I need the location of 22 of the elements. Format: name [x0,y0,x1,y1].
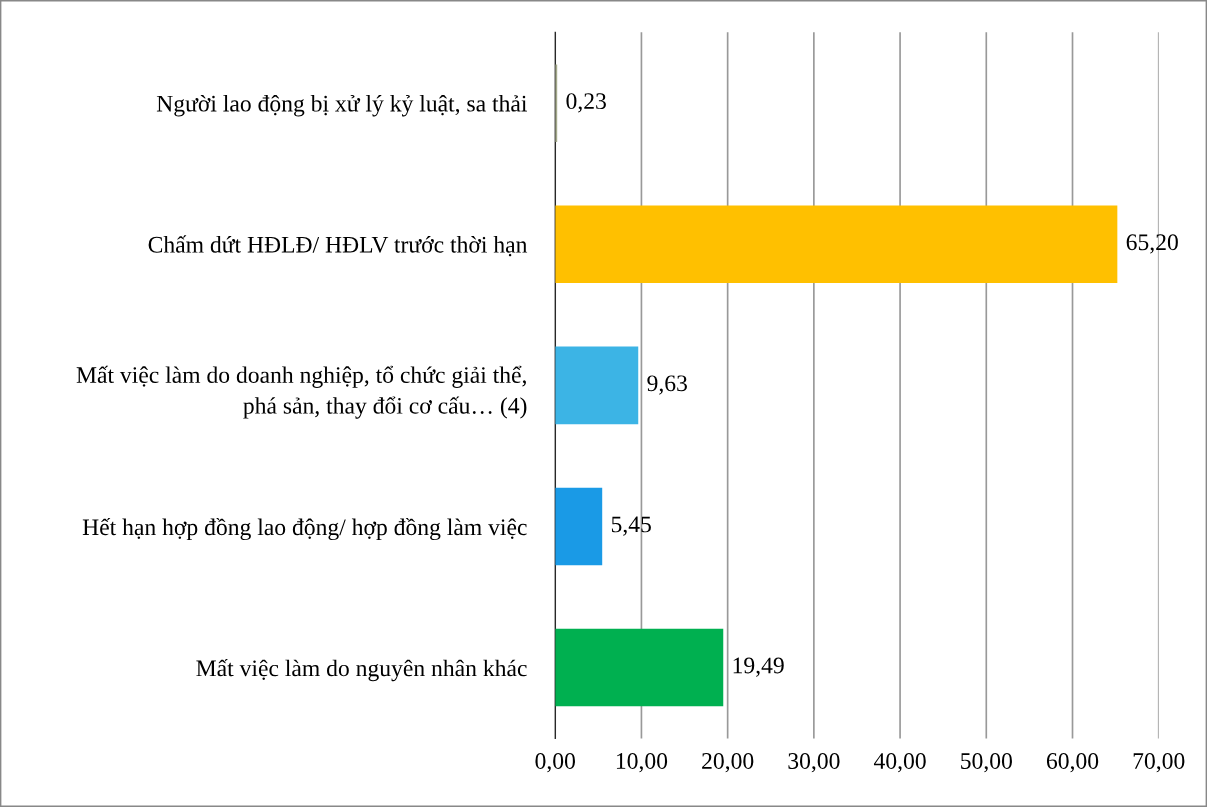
x-tick-label: 60,00 [1046,752,1099,773]
bar [555,346,639,425]
data-label: 65,20 [1126,234,1178,254]
x-tick-label: 30,00 [788,752,840,773]
y-tick-label: Mất việc làm do doanh nghiệp, tổ chức giải thể, phá sản, thay đổi cơ cấu… (4) [76,365,527,419]
x-tick-label: 70,00 [1133,752,1185,773]
y-tick-label: Mất việc làm do nguyên nhân khác [196,658,527,682]
data-label: 5,45 [611,516,651,536]
x-tick-label: 40,00 [873,752,926,773]
y-tick-label: Người lao động bị xử lý kỷ luật, sa thải [156,94,527,117]
x-tick-label: 0,00 [535,752,575,773]
bar [555,628,724,707]
x-tick-label: 10,00 [616,752,668,773]
x-tick-label: 50,00 [961,752,1012,773]
x-tick-label: 20,00 [702,752,754,773]
data-label: 0,23 [566,93,606,113]
data-label: 19,49 [733,657,784,677]
bar [555,487,603,566]
bar [555,205,1118,284]
data-label: 9,63 [647,375,687,395]
y-tick-label: Hết hạn hợp đồng lao động/ hợp đồng làm việc [82,517,527,541]
y-tick-label: Chấm dứt HĐLĐ/ HĐLV trước thời hạn [148,235,528,257]
